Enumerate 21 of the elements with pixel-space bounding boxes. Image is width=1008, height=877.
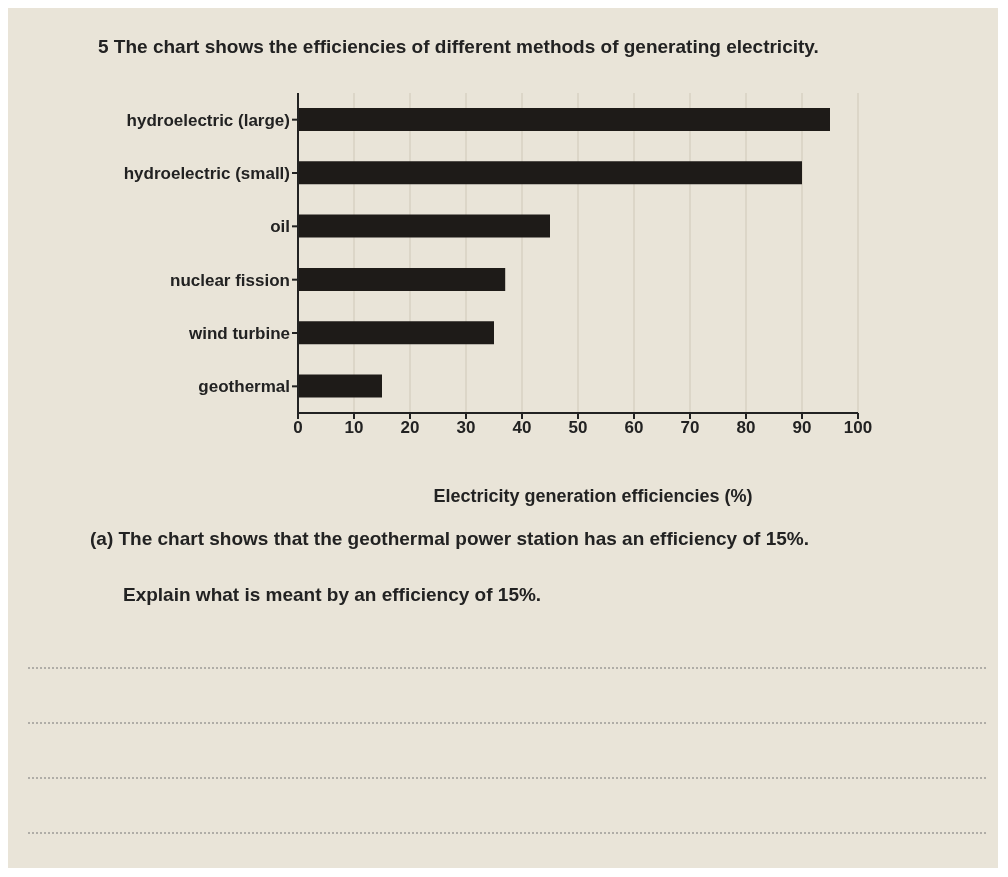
y-tick-label: hydroelectric (small): [123, 164, 290, 184]
y-tick-label: oil: [270, 217, 290, 237]
y-tick-label: wind turbine: [187, 324, 290, 344]
x-tick-label: 60: [624, 418, 644, 438]
x-tick-label: 10: [344, 418, 364, 438]
x-tick-label: 100: [843, 418, 873, 438]
x-tick-label: 90: [792, 418, 812, 438]
x-tick-label: 40: [512, 418, 532, 438]
y-tick-label: nuclear fission: [170, 270, 290, 290]
y-tick-label: hydroelectric (large): [126, 110, 290, 130]
chart-title: 5 The chart shows the efficiencies of different methods of generating electricity.: [98, 36, 819, 58]
x-tick-label: 0: [293, 418, 303, 438]
x-tick-label: 70: [680, 418, 700, 438]
y-tick-label: geothermal: [198, 377, 290, 397]
text: (a) The chart shows that the geothermal power station has an efficiency of 15%.: [90, 528, 809, 550]
x-tick-label: 30: [456, 418, 476, 438]
x-tick-label: 20: [400, 418, 420, 438]
x-tick-label: 50: [568, 418, 588, 438]
x-axis-title: Electricity generation efficiencies (%): [432, 486, 754, 507]
x-tick-label: 80: [736, 418, 756, 438]
text: Explain what is meant by an efficiency of 15%.: [123, 584, 542, 606]
